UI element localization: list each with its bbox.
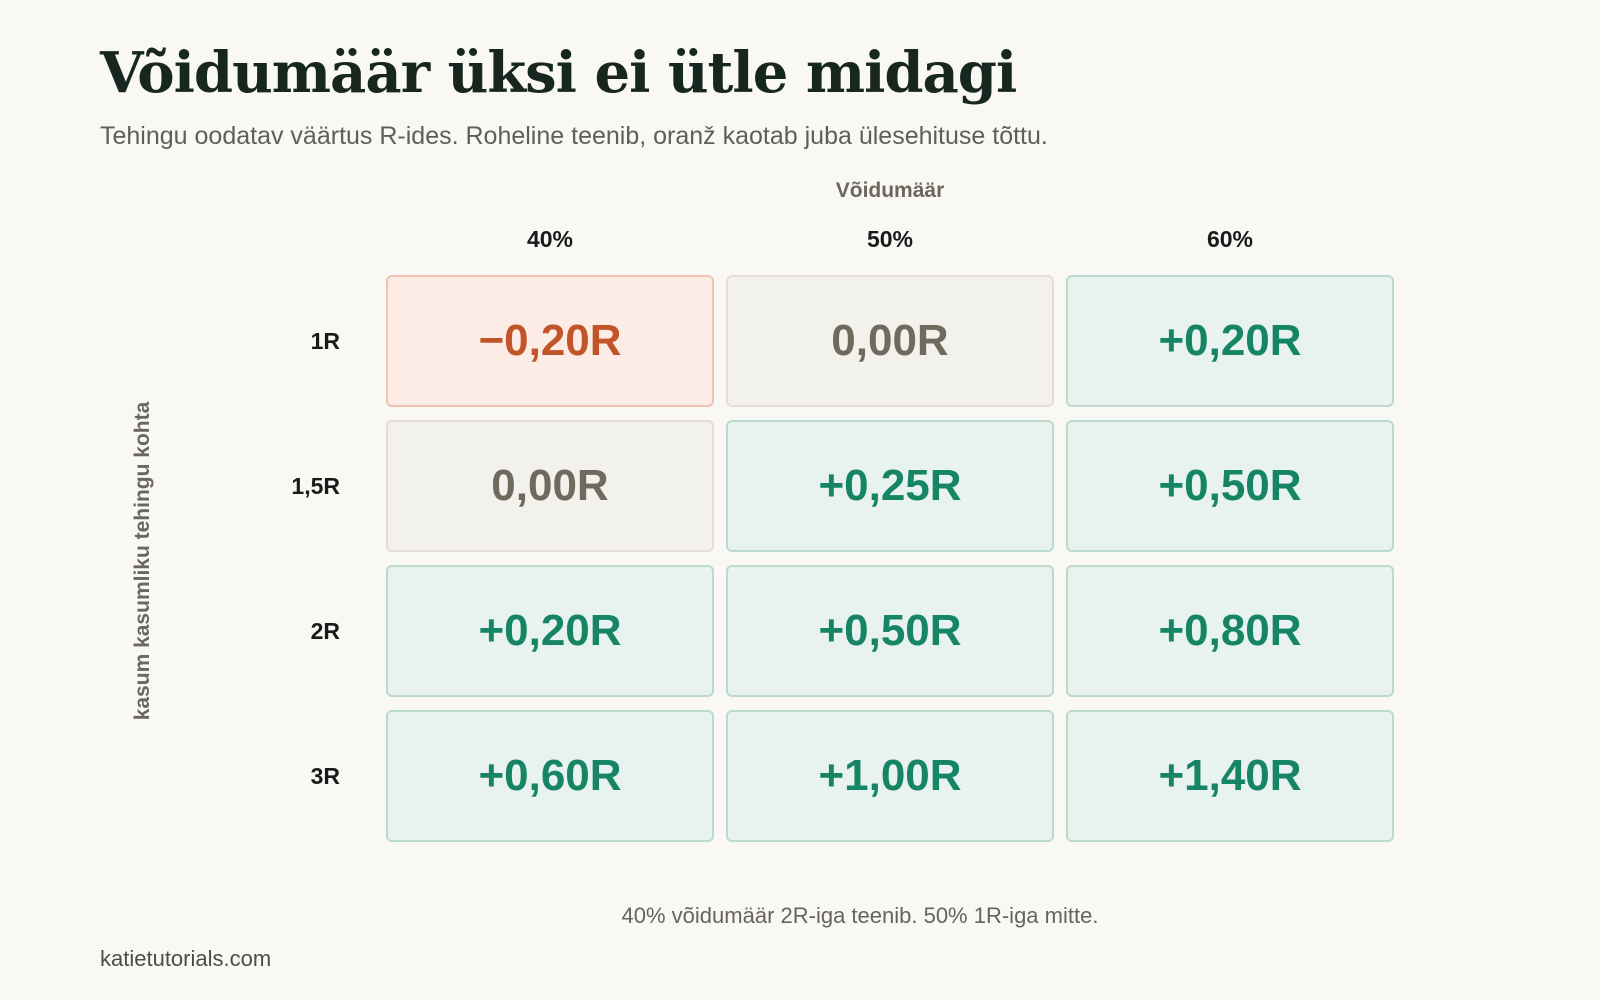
row-header-1: 1,5R bbox=[291, 473, 340, 499]
row-header-0: 1R bbox=[310, 328, 340, 354]
row-header-2: 2R bbox=[310, 618, 340, 644]
heatmap-cell: +0,20R bbox=[1066, 275, 1394, 407]
heatmap-cell: −0,20R bbox=[386, 275, 714, 407]
heatmap-cell: 0,00R bbox=[386, 420, 714, 552]
chart-title: Võidumäär üksi ei ütle midagi bbox=[100, 40, 1017, 106]
heatmap-cell: +0,50R bbox=[726, 565, 1054, 697]
heatmap-cell: +1,40R bbox=[1066, 710, 1394, 842]
x-axis-label: Võidumäär bbox=[835, 179, 945, 202]
heatmap-cell: +0,20R bbox=[386, 565, 714, 697]
heatmap-cell: +0,60R bbox=[386, 710, 714, 842]
heatmap-cell: +1,00R bbox=[726, 710, 1054, 842]
chart-subtitle: Tehingu oodatav väärtus R-ides. Roheline… bbox=[100, 122, 1048, 150]
source-credit: katietutorials.com bbox=[100, 946, 272, 971]
heatmap-cell: 0,00R bbox=[726, 275, 1054, 407]
column-header-1: 50% bbox=[866, 226, 914, 252]
y-axis-label: kasum kasumliku tehingu kohta bbox=[131, 401, 154, 721]
column-header-0: 40% bbox=[526, 226, 574, 252]
chart-footnote: 40% võidumäär 2R-iga teenib. 50% 1R-iga … bbox=[621, 903, 1099, 928]
row-header-3: 3R bbox=[310, 763, 340, 789]
column-header-2: 60% bbox=[1206, 226, 1254, 252]
heatmap-cell: +0,25R bbox=[726, 420, 1054, 552]
heatmap-cell: +0,50R bbox=[1066, 420, 1394, 552]
heatmap-cell: +0,80R bbox=[1066, 565, 1394, 697]
